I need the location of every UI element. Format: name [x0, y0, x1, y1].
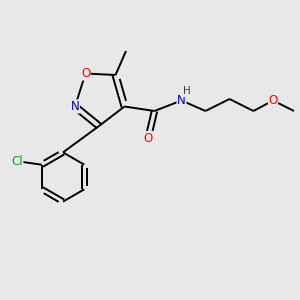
Text: O: O [268, 94, 278, 107]
Text: N: N [177, 94, 186, 107]
Text: O: O [144, 131, 153, 145]
Text: H: H [183, 86, 191, 97]
Text: Cl: Cl [11, 155, 23, 168]
Text: N: N [70, 100, 80, 113]
Text: O: O [81, 67, 90, 80]
